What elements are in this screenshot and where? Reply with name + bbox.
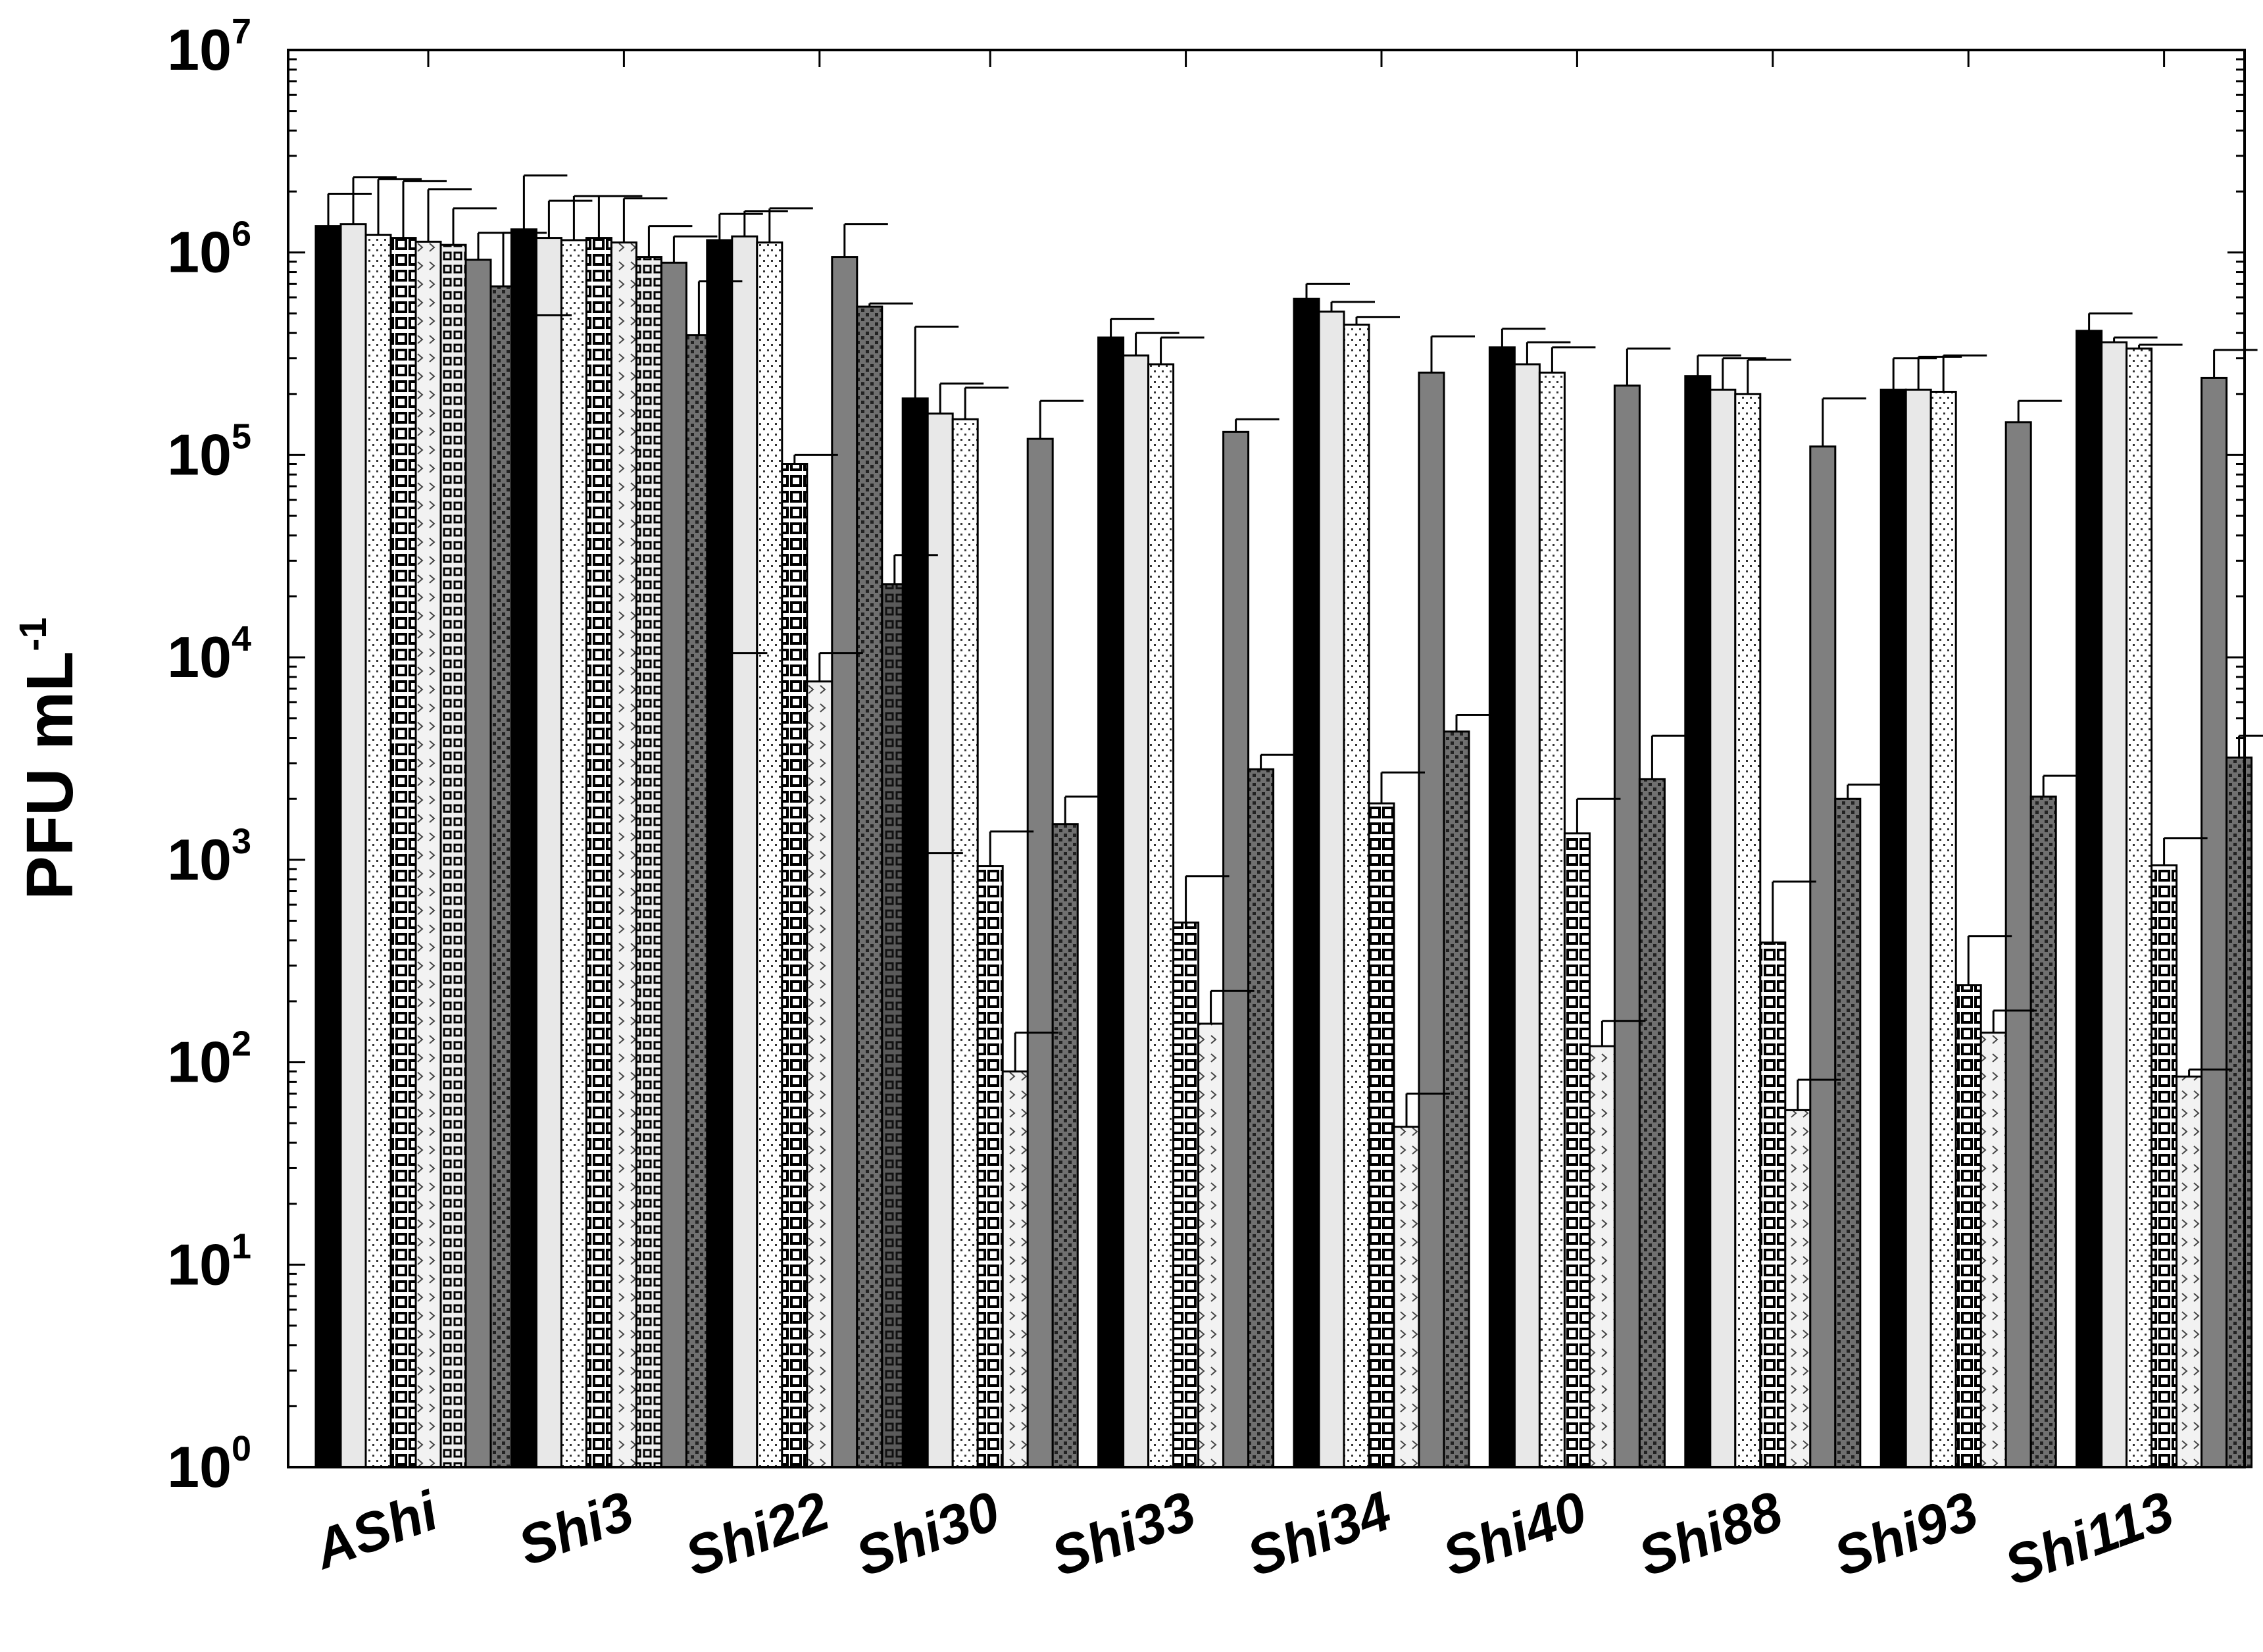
bar — [2004, 421, 2032, 1468]
bar — [660, 261, 687, 1468]
bar — [901, 397, 929, 1468]
bar — [2101, 341, 2128, 1468]
bar — [1979, 1032, 2007, 1468]
bar — [1488, 346, 1516, 1468]
y-tick-label: 103 — [167, 822, 251, 892]
bar — [1929, 390, 1957, 1468]
category-label: Shi30 — [848, 1480, 1008, 1588]
bar — [1879, 388, 1907, 1468]
bar — [1734, 393, 1762, 1468]
bar — [560, 239, 587, 1468]
y-tick-label: 105 — [167, 416, 251, 487]
bar — [389, 237, 417, 1468]
bar — [314, 225, 342, 1468]
bar — [1197, 1022, 1225, 1468]
y-tick-label: 100 — [167, 1429, 251, 1499]
bar — [414, 240, 442, 1468]
bar — [1443, 730, 1470, 1468]
bar — [1247, 768, 1275, 1468]
bar — [2126, 347, 2153, 1468]
bars — [314, 223, 2253, 1468]
bar — [2076, 330, 2103, 1468]
bar — [535, 237, 562, 1468]
bar — [364, 234, 392, 1468]
bar — [926, 413, 954, 1468]
bar — [1684, 375, 1712, 1468]
bar — [1147, 363, 1175, 1468]
bar — [1418, 371, 1445, 1468]
category-label: Shi93 — [1826, 1480, 1986, 1588]
y-tick-label: 104 — [167, 619, 251, 689]
bar — [1172, 921, 1200, 1468]
bar — [464, 259, 492, 1468]
bar — [731, 235, 758, 1468]
bar — [1809, 445, 1837, 1468]
category-label: AShi — [305, 1479, 446, 1581]
bar — [1222, 430, 1250, 1468]
bar — [1563, 832, 1591, 1468]
bar — [1904, 388, 1932, 1468]
bar — [706, 239, 734, 1468]
bar — [781, 463, 808, 1468]
category-label: Shi34 — [1239, 1480, 1399, 1588]
bar — [2226, 756, 2253, 1468]
error-bars — [327, 174, 2263, 1127]
bar — [510, 228, 537, 1468]
category-label: Shi3 — [510, 1480, 641, 1578]
category-label: Shi113 — [1997, 1480, 2181, 1597]
bar — [1001, 1070, 1029, 1468]
bar — [1759, 941, 1787, 1468]
bar — [1393, 1126, 1420, 1468]
bar — [806, 680, 833, 1468]
y-tick-label: 102 — [167, 1024, 251, 1095]
bar — [610, 241, 637, 1468]
bar — [1343, 323, 1370, 1468]
bar — [1709, 388, 1737, 1468]
bar — [1954, 984, 1982, 1468]
bar — [831, 256, 858, 1468]
bar — [339, 223, 367, 1468]
category-labels: AShi Shi3 Shi22 Shi30 Shi33 Shi34 Shi40 Shi88 Sh… — [305, 1479, 2181, 1597]
bar — [1638, 778, 1666, 1468]
bar — [1051, 823, 1079, 1468]
bar — [439, 243, 467, 1468]
category-label: Shi22 — [677, 1480, 837, 1588]
bar — [951, 418, 979, 1468]
bar — [856, 305, 883, 1468]
bar — [1588, 1045, 1616, 1468]
bar — [2201, 376, 2228, 1468]
y-tick-label: 106 — [167, 214, 251, 285]
bar — [1513, 363, 1541, 1468]
y-tick-label: 107 — [167, 12, 251, 82]
bar — [1613, 384, 1641, 1468]
bar — [2029, 795, 2057, 1468]
category-label: Shi88 — [1630, 1479, 1790, 1588]
bar — [1784, 1109, 1812, 1468]
category-label: Shi40 — [1435, 1480, 1595, 1588]
bar — [1026, 438, 1054, 1468]
bar — [1368, 802, 1395, 1468]
bar — [1538, 371, 1566, 1468]
y-tick-labels: 100 101 102 103 104 105 106 107 — [167, 12, 251, 1499]
y-axis-label: PFU mL-1 — [12, 617, 87, 899]
bar — [2151, 864, 2178, 1468]
bar — [976, 865, 1004, 1468]
bar — [585, 237, 612, 1468]
bar — [1122, 354, 1150, 1468]
bar — [635, 256, 662, 1468]
plot-frame — [287, 49, 2246, 1468]
bar — [1293, 297, 1320, 1468]
bar — [756, 241, 783, 1468]
category-label: Shi33 — [1043, 1480, 1203, 1588]
bar — [2176, 1075, 2203, 1468]
bar — [1834, 797, 1862, 1468]
y-tick-label: 101 — [167, 1226, 251, 1297]
bar — [1318, 311, 1345, 1468]
bar — [1097, 336, 1125, 1468]
